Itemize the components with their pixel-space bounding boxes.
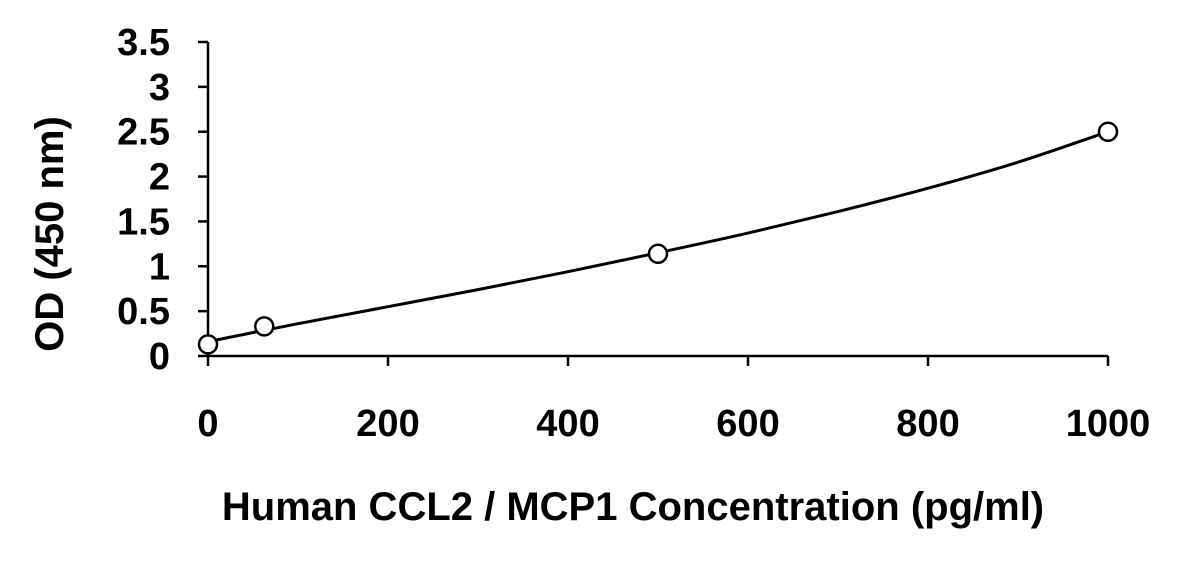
y-tick-label: 1 (149, 246, 170, 288)
x-axis-ticks: 0 200 400 600 800 1000 (197, 356, 1150, 445)
x-tick-label: 400 (536, 403, 599, 445)
x-axis-title: Human CCL2 / MCP1 Concentration (pg/ml) (222, 485, 1044, 529)
axes (206, 42, 1108, 358)
x-tick-label: 0 (197, 403, 218, 445)
y-axis-title: OD (450 nm) (28, 116, 72, 352)
y-axis-ticks: 00.511.522.533.5 (117, 22, 208, 378)
x-tick-label: 200 (356, 403, 419, 445)
x-tick-label: 800 (896, 403, 959, 445)
y-tick-label: 1.5 (117, 201, 170, 243)
y-tick-label: 3 (149, 67, 170, 109)
y-tick-label: 3.5 (117, 22, 170, 64)
fit-curve-group (207, 130, 1109, 344)
data-point (254, 316, 275, 337)
data-point (197, 334, 219, 355)
x-tick-label: 600 (716, 403, 779, 445)
y-tick-label: 2.5 (117, 112, 170, 154)
data-point (1097, 121, 1119, 142)
y-tick-label: 0.5 (117, 291, 170, 333)
y-tick-label: 2 (149, 157, 170, 199)
fit-curve-line (207, 130, 1109, 344)
data-point (647, 243, 669, 264)
data-points (197, 121, 1119, 355)
x-tick-label: 1000 (1066, 403, 1151, 445)
y-tick-label: 0 (149, 336, 170, 378)
